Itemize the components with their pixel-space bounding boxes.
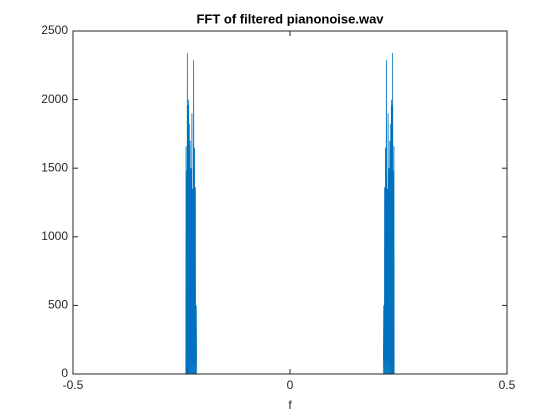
x-tick-label: -0.5: [63, 378, 84, 392]
y-tick-label: 2500: [41, 23, 68, 37]
x-axis-label: f: [288, 398, 292, 412]
x-tick-label: 0: [287, 378, 294, 392]
y-tick-label: 1500: [41, 160, 68, 174]
y-tick-label: 500: [48, 298, 68, 312]
plot-area: [73, 31, 507, 374]
chart-title: FFT of filtered pianonoise.wav: [196, 11, 384, 26]
y-tick-label: 1000: [41, 229, 68, 243]
y-tick-label: 2000: [41, 92, 68, 106]
y-tick-label: 0: [61, 366, 68, 380]
x-tick-label: 0.5: [499, 378, 516, 392]
